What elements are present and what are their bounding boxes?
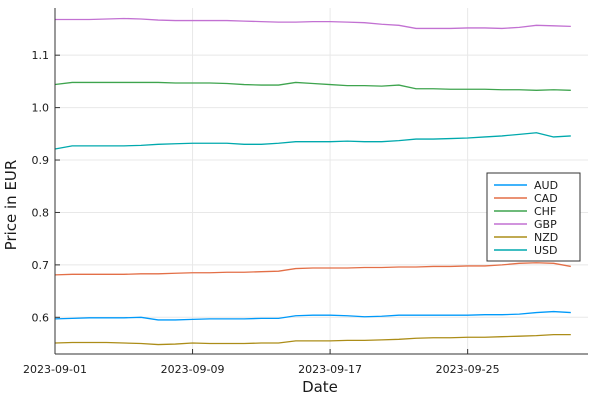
- axes: [54, 8, 588, 355]
- legend-label: CHF: [534, 205, 556, 218]
- series-line-usd: [54, 132, 571, 150]
- y-tick-label: 0.7: [32, 259, 50, 272]
- legend-label: GBP: [534, 218, 557, 231]
- y-tick-label: 0.8: [32, 206, 50, 219]
- legend-label: USD: [534, 244, 558, 257]
- x-tick-label: 2023-09-25: [436, 363, 500, 376]
- legend-box: [486, 172, 581, 262]
- series-line-nzd: [54, 333, 571, 346]
- series-line-cad: [54, 262, 571, 276]
- series-line-gbp: [55, 17, 571, 30]
- x-tick-label: 2023-09-09: [161, 363, 225, 376]
- x-tick-label: 2023-09-17: [298, 363, 362, 376]
- legend-label: NZD: [534, 231, 558, 244]
- y-tick-label: 1.1: [32, 49, 50, 62]
- y-tick-labels: 0.6 0.7 0.8 0.9 1.0 1.1: [32, 49, 50, 324]
- x-tick-labels: 2023-09-01 2023-09-09 2023-09-17 2023-09-25: [23, 363, 500, 376]
- y-tick-label: 0.6: [32, 311, 50, 324]
- x-tick-label: 2023-09-01: [23, 363, 87, 376]
- x-axis-label: Date: [302, 378, 338, 396]
- y-tick-label: 1.0: [32, 102, 50, 115]
- y-tick-label: 0.9: [32, 154, 50, 167]
- y-axis-label: Price in EUR: [2, 160, 20, 251]
- series-line-chf: [54, 81, 571, 91]
- series-line-aud: [54, 310, 571, 321]
- plot-area: [54, 17, 571, 346]
- legend-label: AUD: [534, 179, 558, 192]
- legend-label: CAD: [534, 192, 558, 205]
